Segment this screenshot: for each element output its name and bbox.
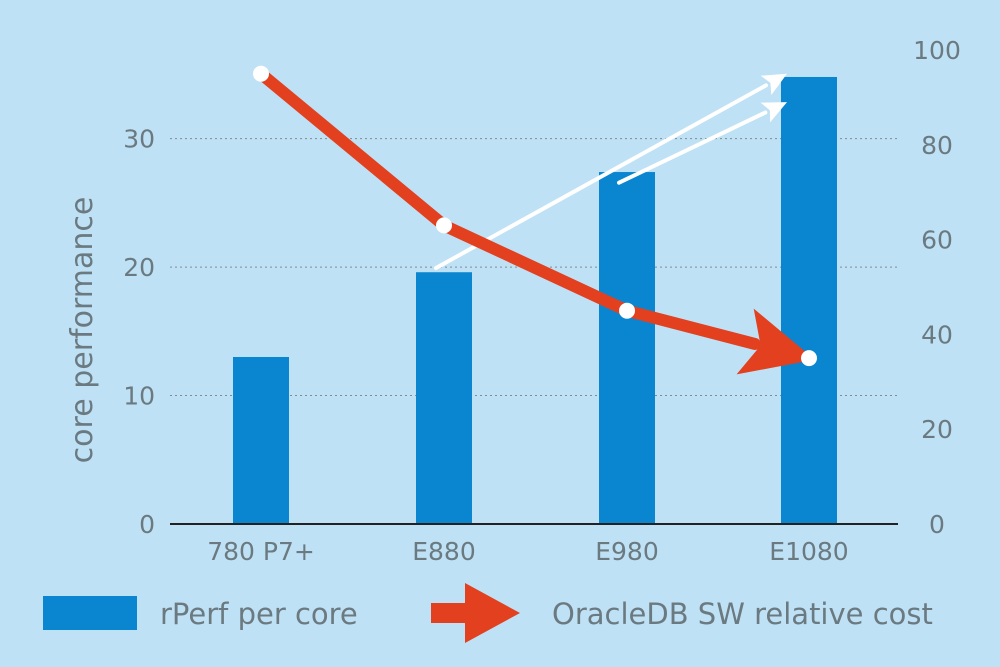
- trend-arrow-head: [760, 73, 787, 95]
- y2-tick-label: 40: [921, 320, 953, 349]
- bar-series: [233, 76, 837, 524]
- x-tick-label: E880: [412, 537, 476, 566]
- left-y-axis: 0 10 20 30: [123, 125, 155, 539]
- trend-arrows: [434, 73, 787, 271]
- y2-tick-label: 80: [921, 131, 953, 160]
- x-axis: 780 P7+ E880 E980 E1080: [207, 537, 849, 566]
- bar: [416, 272, 472, 524]
- legend-label-bar: rPerf per core: [160, 597, 358, 631]
- legend-label-line: OracleDB SW relative cost: [552, 597, 933, 631]
- cost-point: [253, 65, 269, 82]
- y2-tick-label: 0: [929, 510, 945, 539]
- y-tick-label: 0: [139, 510, 155, 539]
- bar: [599, 172, 655, 524]
- trend-arrow-shaft: [434, 83, 769, 271]
- x-tick-label: 780 P7+: [207, 537, 315, 566]
- legend: rPerf per core OracleDB SW relative cost: [43, 583, 933, 643]
- cost-point: [801, 350, 817, 367]
- right-y-axis: 0 20 40 60 80 100: [913, 36, 961, 539]
- bar: [233, 357, 289, 524]
- y-tick-label: 20: [123, 253, 155, 282]
- y2-tick-label: 100: [913, 36, 961, 65]
- cost-line: [255, 67, 761, 350]
- x-tick-label: E980: [595, 537, 659, 566]
- legend-swatch-bar: [43, 596, 137, 630]
- line-series: [253, 65, 817, 375]
- y-tick-label: 30: [123, 125, 155, 154]
- cost-point: [619, 302, 635, 319]
- cost-line-arrowhead: [736, 308, 815, 375]
- cost-point: [436, 217, 452, 234]
- trend-arrow-head: [760, 102, 787, 123]
- y2-tick-label: 20: [921, 415, 953, 444]
- legend-swatch-arrow: [431, 583, 520, 643]
- y-axis-title: core performance: [65, 197, 100, 464]
- y2-tick-label: 60: [921, 226, 953, 255]
- x-tick-label: E1080: [769, 537, 848, 566]
- trend-arrow-shaft: [617, 110, 768, 185]
- bar: [781, 76, 837, 524]
- y-tick-label: 10: [123, 382, 155, 411]
- gridlines: [170, 138, 898, 397]
